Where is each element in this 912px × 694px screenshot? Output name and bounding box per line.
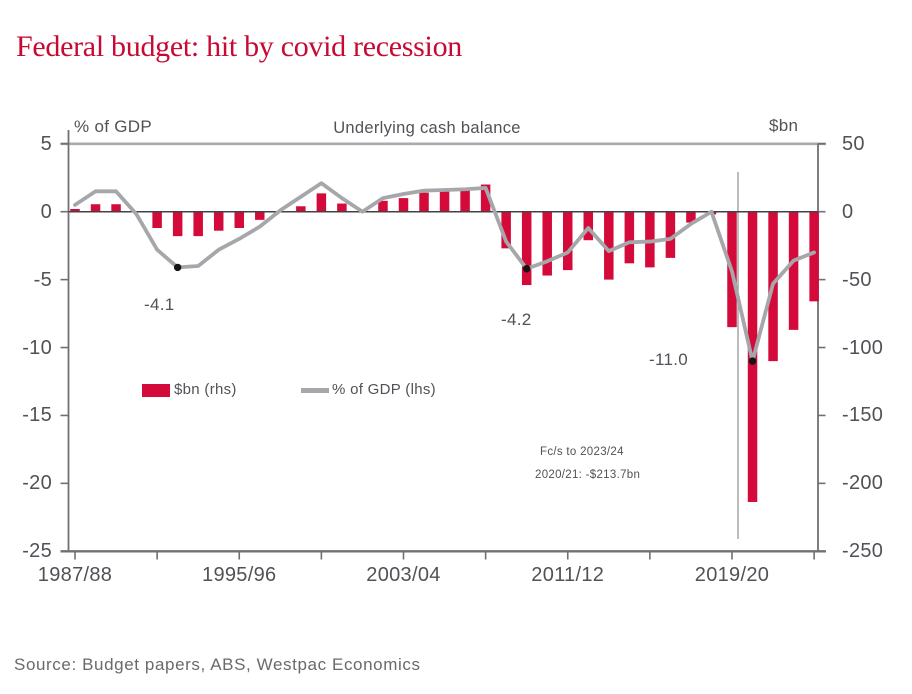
y-axis-label-left: -15 <box>22 404 52 427</box>
bar-1993/94 <box>193 211 203 237</box>
legend-bar-label: $bn (rhs) <box>174 381 237 398</box>
x-axis-label: 1995/96 <box>202 564 277 586</box>
forecast-note-line2: 2020/21: -$213.7bn <box>535 469 641 481</box>
y-axis-label-right: -100 <box>842 336 884 359</box>
y-axis-label-right: -200 <box>842 472 884 495</box>
bar-1995/96 <box>234 211 244 228</box>
forecast-note-line1: Fc/s to 2023/24 <box>540 446 624 458</box>
legend-bar-swatch <box>142 384 170 397</box>
y-axis-label-right: 0 <box>842 200 854 223</box>
annotation-2009-min: -4.2 <box>501 310 532 329</box>
y-axis-label-right: -50 <box>842 268 872 291</box>
bar-2002/03 <box>378 200 388 212</box>
bar-2007/08 <box>480 184 491 212</box>
y-axis-label-left: -25 <box>22 540 52 563</box>
bar-2009/10 <box>521 211 532 286</box>
bar-2011/12 <box>562 211 573 271</box>
y-axis-label-left: -5 <box>33 268 52 291</box>
source-text: Source: Budget papers, ABS, Westpac Econ… <box>14 655 421 674</box>
bar-2010/11 <box>542 211 552 276</box>
left-axis-title: % of GDP <box>74 117 152 136</box>
right-axis-title: $bn <box>769 116 799 135</box>
bar-2023/24 <box>809 211 819 302</box>
bar-2016/17 <box>665 211 676 258</box>
x-axis-label: 1987/88 <box>37 564 113 586</box>
y-axis-label-left: -10 <box>22 336 52 359</box>
bar-1987/88 <box>70 208 80 212</box>
marker-dot-2009/10 <box>522 265 531 273</box>
chart-subtitle: Underlying cash balance <box>333 119 521 137</box>
bar-2022/23 <box>788 211 799 330</box>
bar-1999/00 <box>316 193 327 212</box>
y-axis-label-left: 5 <box>40 132 52 155</box>
y-axis-label-left: 0 <box>40 200 52 223</box>
legend-line-swatch <box>301 388 329 393</box>
bar-1994/95 <box>213 211 224 231</box>
marker-dot-1992/93 <box>173 263 182 272</box>
legend-line-label: % of GDP (lhs) <box>332 381 436 398</box>
bar-2004/05 <box>419 192 429 212</box>
bar-1988/89 <box>90 204 101 212</box>
y-axis-label-right: -150 <box>842 404 884 427</box>
bar-2003/04 <box>398 198 409 212</box>
marker-dot-2020/21 <box>748 357 757 365</box>
y-axis-label-left: -20 <box>22 472 52 495</box>
gdp-line <box>73 181 817 364</box>
x-axis-label: 2019/20 <box>694 564 770 586</box>
bar-2008/09 <box>501 211 511 249</box>
bar-2013/14 <box>604 211 614 280</box>
bar-2012/13 <box>583 211 594 241</box>
annotation-1992-min: -4.1 <box>144 295 175 314</box>
bar-2005/06 <box>439 191 450 212</box>
bar-1992/93 <box>172 211 183 237</box>
x-axis-label: 2003/04 <box>366 564 441 586</box>
page-title: Federal budget: hit by covid recession <box>16 30 462 63</box>
x-axis-label: 2011/12 <box>531 564 605 586</box>
bar-2006/07 <box>460 189 470 212</box>
y-axis-label-right: 50 <box>842 132 865 155</box>
bar-2000/01 <box>337 203 347 212</box>
y-axis-label-right: -250 <box>842 540 884 563</box>
bar-2017/18 <box>686 211 696 223</box>
annotation-2020-min: -11.0 <box>649 350 688 369</box>
bar-1998/99 <box>296 206 306 212</box>
bar-1996/97 <box>255 211 265 220</box>
bar-2014/15 <box>624 211 635 264</box>
bar-1989/90 <box>111 204 121 212</box>
bar-2015/16 <box>645 211 655 268</box>
bar-1991/92 <box>152 211 162 228</box>
